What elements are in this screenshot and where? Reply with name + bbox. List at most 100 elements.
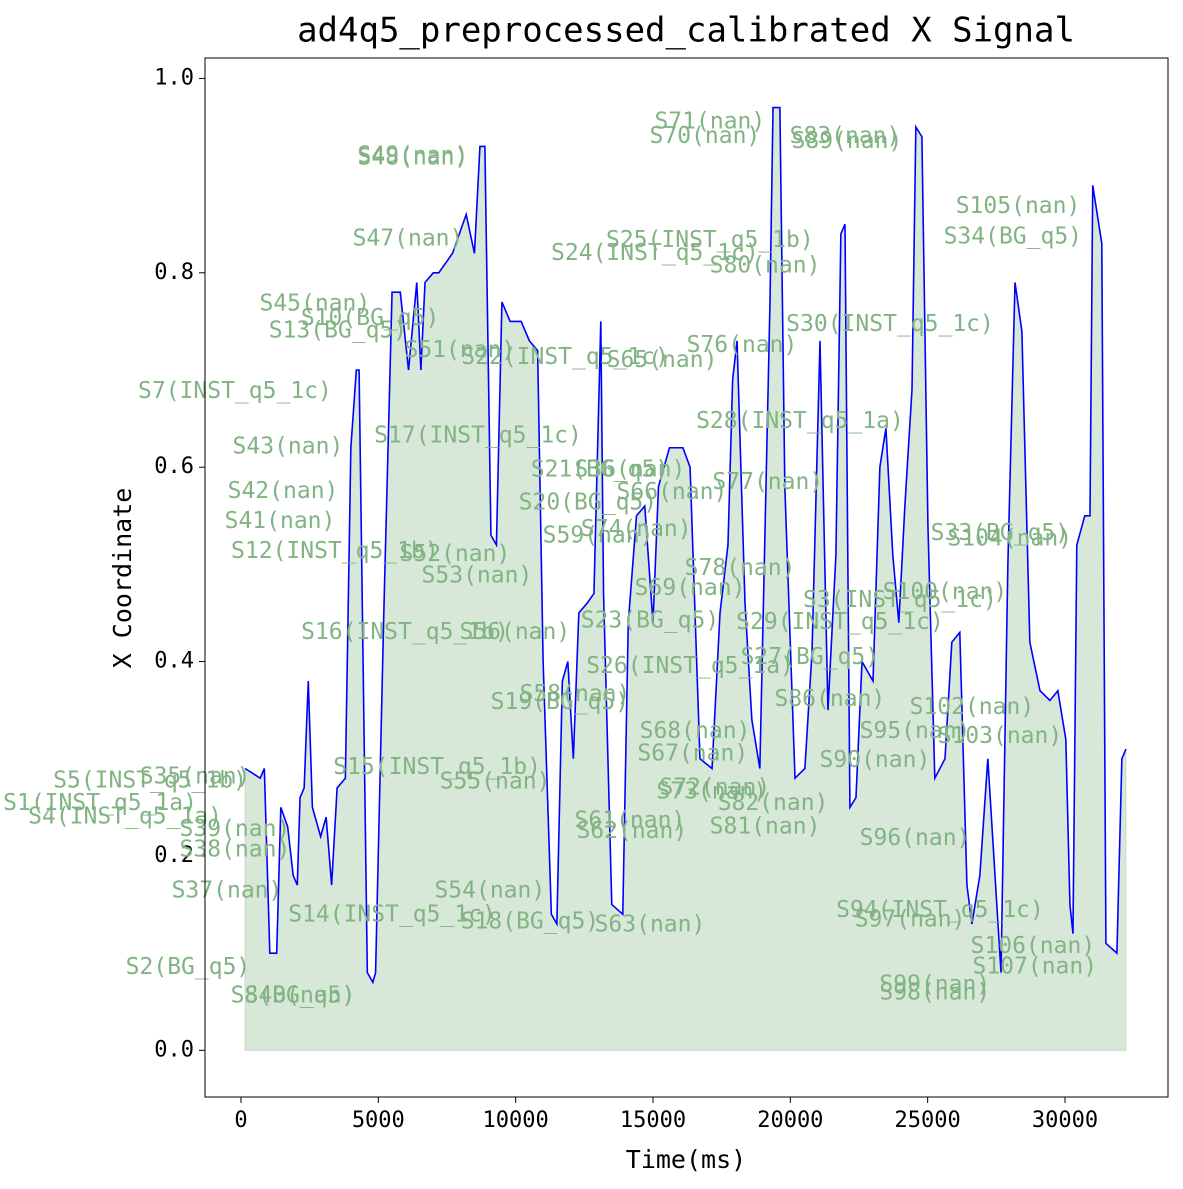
annotation: S21(BG_q5) bbox=[531, 457, 669, 483]
x-tick-label: 30000 bbox=[1032, 1108, 1098, 1133]
annotation: S22(INST_q5_1c) bbox=[461, 344, 669, 370]
annotation: S13(BG_q5) bbox=[269, 318, 407, 344]
annotation: S3(INST_q5_1c) bbox=[803, 587, 997, 613]
annotation: S106(nan) bbox=[971, 933, 1096, 959]
annotation: S62(nan) bbox=[576, 818, 687, 844]
annotation: S81(nan) bbox=[710, 813, 821, 839]
annotation: S28(INST_q5_1a) bbox=[696, 408, 904, 434]
y-tick-label: 0.2 bbox=[154, 843, 194, 868]
annotation: S83(nan) bbox=[790, 123, 901, 149]
y-tick-label: 0.8 bbox=[154, 260, 194, 285]
annotation: S107(nan) bbox=[972, 953, 1097, 979]
annotation: S26(INST_q5_1a) bbox=[586, 653, 794, 679]
annotation: S105(nan) bbox=[956, 193, 1081, 219]
annotation: S61(nan) bbox=[575, 807, 686, 833]
annotation: S74(nan) bbox=[581, 516, 692, 542]
annotation: S10(BG_q5) bbox=[301, 305, 439, 331]
annotation: S94(INST_q5_1c) bbox=[836, 897, 1044, 923]
annotation: S45(nan) bbox=[259, 290, 370, 316]
annotation: S43(nan) bbox=[233, 433, 344, 459]
x-tick-label: 15000 bbox=[620, 1108, 686, 1133]
annotation: S58(nan) bbox=[520, 681, 631, 707]
annotation: S20(BG_q5) bbox=[519, 490, 657, 516]
annotation: S36(nan) bbox=[575, 457, 686, 483]
annotation: S19(BG_q5) bbox=[491, 689, 629, 715]
annotation: S25(INST_q5_1b) bbox=[606, 227, 814, 253]
y-tick-label: 0.4 bbox=[154, 649, 194, 674]
annotation: S59(nan) bbox=[543, 523, 654, 549]
annotation: S77(nan) bbox=[712, 469, 823, 495]
annotation: S78(nan) bbox=[685, 555, 796, 581]
annotation: S42(nan) bbox=[228, 478, 339, 504]
y-tick-label: 0.6 bbox=[154, 454, 194, 479]
x-axis-label: Time(ms) bbox=[626, 1145, 746, 1174]
annotation: S2(BG_q5) bbox=[126, 954, 251, 980]
annotation: S33(BG_q5) bbox=[931, 520, 1069, 546]
annotation: S80(nan) bbox=[710, 252, 821, 278]
annotation: S96(nan) bbox=[860, 825, 971, 851]
annotation: S73(nan) bbox=[656, 778, 767, 804]
annotation: S18(BG_q5) bbox=[461, 909, 599, 935]
annotation: S27(BG_q5) bbox=[741, 644, 879, 670]
annotation: S86(nan) bbox=[774, 686, 885, 712]
annotation: S98(nan) bbox=[879, 980, 990, 1006]
annotation: S34(BG_q5) bbox=[944, 223, 1082, 249]
annotation: S41(nan) bbox=[225, 508, 336, 534]
annotation: S90(nan) bbox=[820, 747, 931, 773]
annotation: S89(nan) bbox=[792, 128, 903, 154]
y-tick-label: 0.0 bbox=[154, 1037, 194, 1062]
annotation: S102(nan) bbox=[910, 694, 1035, 720]
annotation: S12(INST_q5_1b) bbox=[231, 538, 439, 564]
annotation: S24(INST_q5_1c) bbox=[551, 240, 759, 266]
y-axis-label: X Coordinate bbox=[108, 488, 137, 669]
x-tick-label: 25000 bbox=[895, 1108, 961, 1133]
annotation: S23(BG_q5) bbox=[581, 607, 719, 633]
annotation: S104(nan) bbox=[947, 526, 1072, 552]
annotation: S14(INST_q5_1c) bbox=[288, 902, 496, 928]
x-tick-label: 5000 bbox=[352, 1108, 405, 1133]
annotation: S37(nan) bbox=[172, 877, 283, 903]
annotation: S49(nan) bbox=[358, 143, 469, 169]
chart-title: ad4q5_preprocessed_calibrated X Signal bbox=[297, 11, 1075, 51]
annotation: S7(INST_q5_1c) bbox=[138, 378, 332, 404]
annotation: S65(nan) bbox=[607, 347, 718, 373]
annotation: S100(nan) bbox=[883, 579, 1008, 605]
annotation: S29(INST_q5_1c) bbox=[736, 609, 944, 635]
annotation: S8(BG_q5) bbox=[231, 982, 356, 1008]
annotation: S103(nan) bbox=[938, 723, 1063, 749]
annotation: S56(nan) bbox=[459, 619, 570, 645]
annotation: S47(nan) bbox=[353, 225, 464, 251]
annotation: S55(nan) bbox=[440, 769, 551, 795]
annotation: S4(INST_q5_1a) bbox=[28, 804, 222, 830]
annotation: S63(nan) bbox=[595, 911, 706, 937]
annotation: S35(nan) bbox=[140, 764, 251, 790]
annotation: S67(nan) bbox=[637, 740, 748, 766]
annotation: S82(nan) bbox=[718, 790, 829, 816]
annotation: S48(nan) bbox=[358, 145, 469, 171]
x-tick-label: 0 bbox=[234, 1108, 247, 1133]
x-tick-label: 20000 bbox=[757, 1108, 823, 1133]
annotation: S97(nan) bbox=[855, 907, 966, 933]
annotation: S76(nan) bbox=[687, 332, 798, 358]
annotation: S40(nan) bbox=[245, 982, 356, 1008]
annotation: S1(INST_q5_1a) bbox=[3, 790, 197, 816]
annotation: S69(nan) bbox=[635, 575, 746, 601]
annotation: S71(nan) bbox=[654, 109, 765, 135]
annotation: S30(INST_q5_1c) bbox=[786, 311, 994, 337]
plot-frame bbox=[204, 57, 1169, 1098]
annotation: S5(INST_q5_1b) bbox=[53, 768, 247, 794]
annotation: S51(nan) bbox=[405, 337, 516, 363]
annotation: S54(nan) bbox=[434, 877, 545, 903]
annotation: S16(INST_q5_1b) bbox=[301, 619, 509, 645]
annotation: S15(INST_q5_1b) bbox=[333, 754, 541, 780]
annotation: S70(nan) bbox=[650, 123, 761, 149]
annotation: S53(nan) bbox=[422, 563, 533, 589]
y-tick-label: 1.0 bbox=[154, 65, 194, 90]
annotation: S17(INST_q5_1c) bbox=[374, 423, 582, 449]
annotation: S95(nan) bbox=[860, 718, 971, 744]
annotation: S39(nan) bbox=[180, 816, 291, 842]
x-tick-label: 10000 bbox=[483, 1108, 549, 1133]
annotation: S99(nan) bbox=[879, 972, 990, 998]
